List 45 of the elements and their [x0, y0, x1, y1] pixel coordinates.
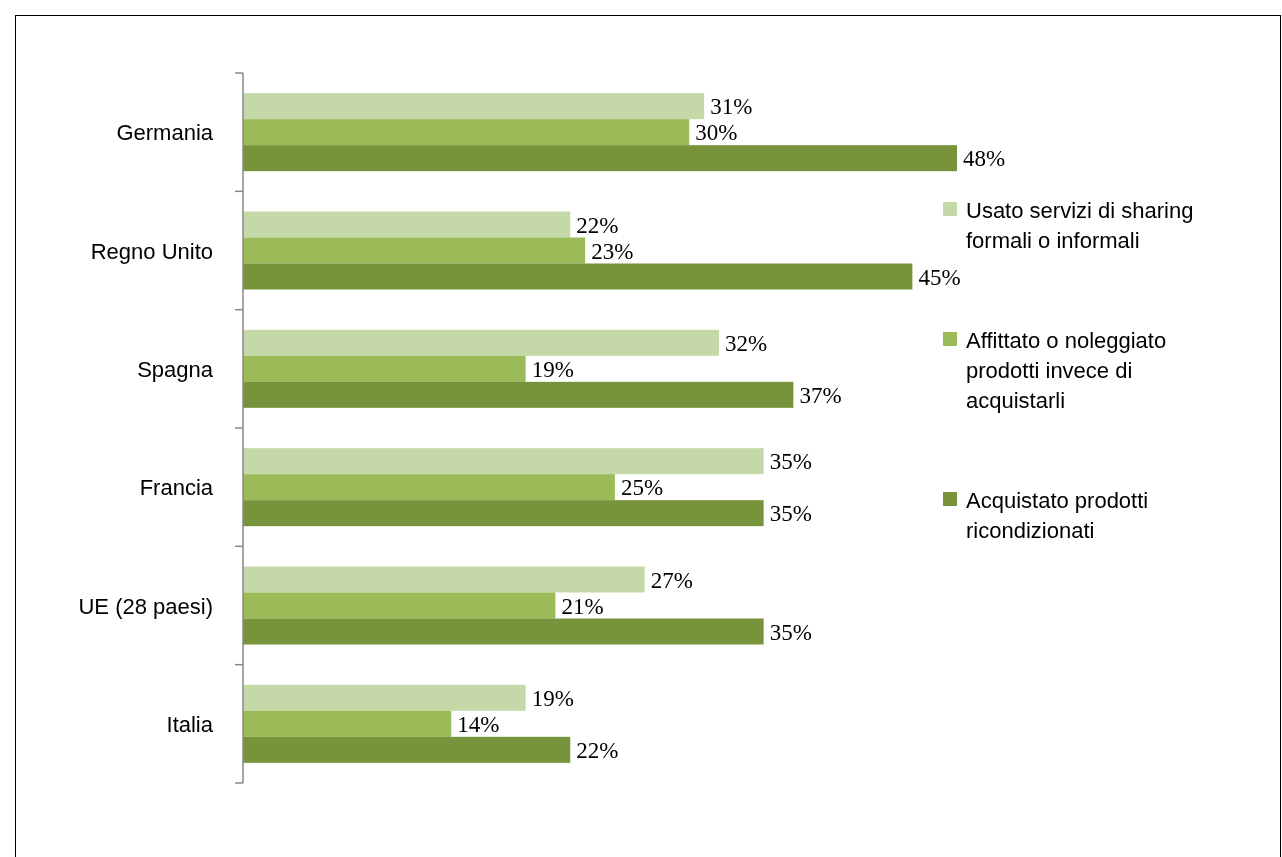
bar [243, 474, 615, 501]
data-label: 37% [799, 382, 842, 408]
bar [243, 736, 571, 763]
data-label: 14% [457, 711, 500, 737]
bar [243, 684, 526, 711]
bar [243, 211, 571, 238]
data-label: 31% [710, 94, 753, 120]
bar [243, 355, 526, 382]
legend-label: Affittato o noleggiato prodotti invece di acquistarli [966, 328, 1167, 413]
bar [243, 119, 690, 146]
data-label: 32% [725, 330, 768, 356]
bar [243, 145, 957, 172]
legend-label: Acquistato prodotti ricondizionati [966, 488, 1149, 543]
data-label: 35% [769, 619, 812, 645]
data-label: 45% [918, 264, 961, 290]
bar [243, 329, 719, 356]
bar [243, 448, 764, 475]
bar [243, 566, 645, 593]
bar [243, 93, 705, 120]
data-label: 27% [650, 567, 693, 593]
bar [243, 500, 764, 527]
y-tick-label: UE (28 paesi) [78, 593, 213, 619]
data-label: 19% [531, 356, 574, 382]
bar [243, 237, 586, 264]
data-label: 30% [695, 120, 738, 146]
data-label: 21% [561, 593, 604, 619]
legend-label: Usato servizi di sharing formali o informali [966, 198, 1194, 253]
y-tick-label: Germania [116, 120, 214, 146]
y-tick-label: Italia [166, 711, 214, 737]
bar [243, 381, 794, 408]
data-label: 22% [576, 212, 619, 238]
data-label: 35% [769, 449, 812, 475]
y-tick-label: Spagna [137, 356, 214, 382]
y-tick-label: Regno Unito [90, 238, 213, 264]
bar [243, 710, 452, 737]
data-label: 22% [576, 737, 619, 763]
y-tick-label: Francia [139, 475, 214, 501]
data-label: 25% [620, 475, 664, 501]
bar [243, 263, 913, 290]
data-label: 48% [963, 146, 1006, 172]
data-label: 19% [531, 685, 574, 711]
bar [243, 592, 556, 619]
data-label: 35% [769, 501, 812, 527]
bar [243, 618, 764, 645]
data-label: 23% [591, 238, 634, 264]
